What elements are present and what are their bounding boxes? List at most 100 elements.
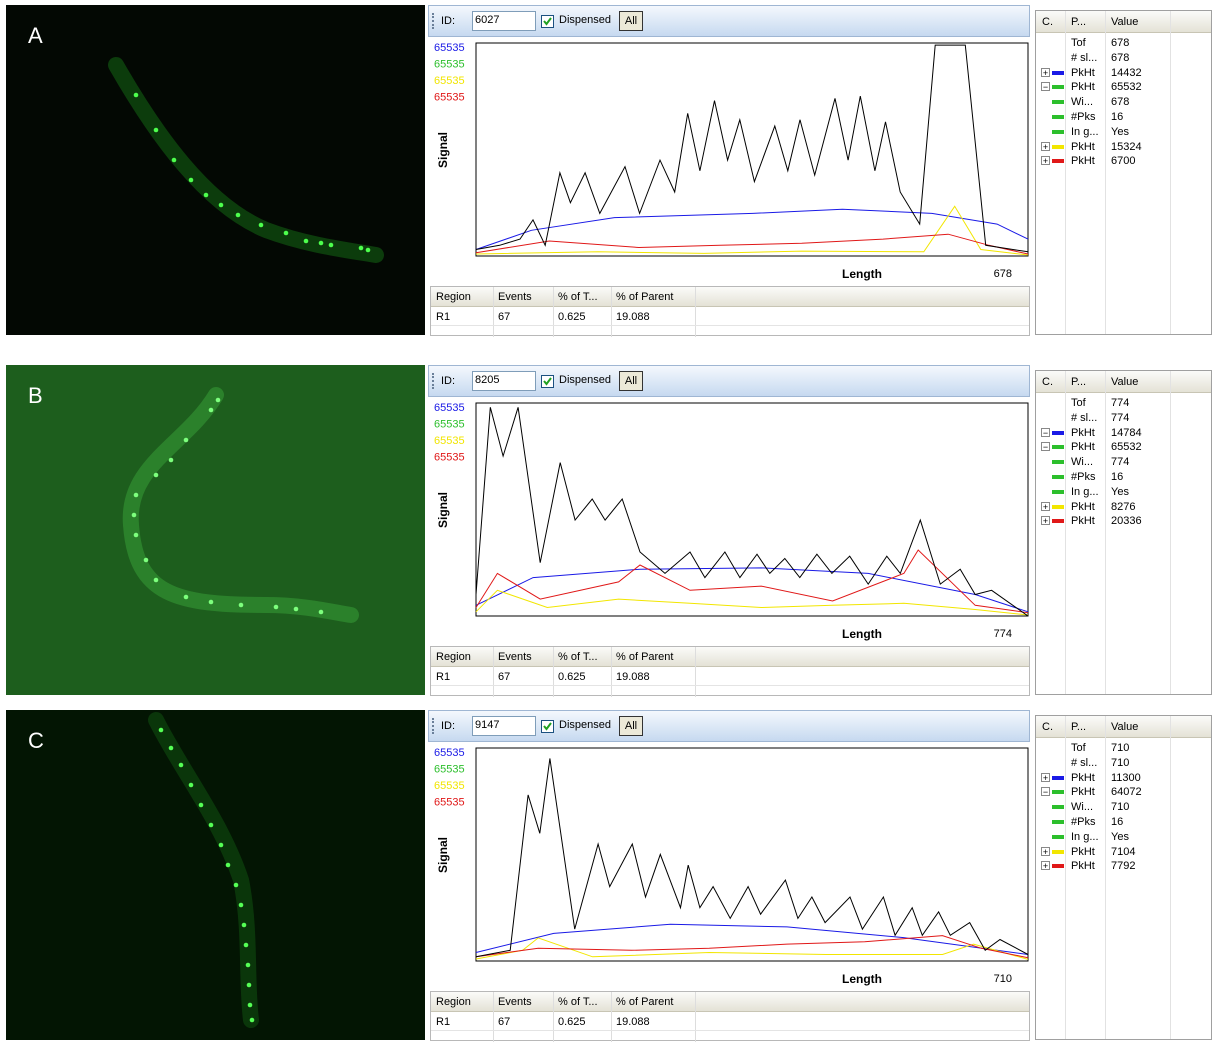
signal-trace — [475, 407, 1029, 617]
fluorescent-spot — [153, 577, 159, 583]
fluorescent-spot — [158, 727, 164, 733]
param-name: #Pks — [1071, 471, 1096, 483]
image-background — [6, 710, 425, 1040]
fluorescent-spot — [233, 882, 239, 888]
expander[interactable]: + — [1041, 772, 1050, 783]
expander[interactable]: − — [1041, 427, 1050, 438]
all-button[interactable]: All — [619, 716, 643, 736]
fluorescent-spot — [153, 472, 159, 478]
micrograph: A — [6, 5, 425, 335]
param-name: PkHt — [1071, 515, 1095, 528]
param-name: Wi... — [1071, 801, 1093, 814]
param-value: 710 — [1111, 742, 1130, 754]
param-name: Wi... — [1071, 96, 1093, 109]
column-header: C. — [1042, 16, 1053, 28]
fluorescent-spot — [171, 157, 177, 163]
toolbar: ID: 8205 Dispensed All — [428, 365, 1030, 397]
fluorescent-spot — [208, 407, 214, 413]
expander[interactable]: + — [1041, 846, 1050, 857]
fluorescent-spot — [188, 782, 194, 788]
expander[interactable]: + — [1041, 156, 1050, 167]
fluorescent-spot — [183, 594, 189, 600]
channel-swatch — [1052, 115, 1064, 119]
plot-area — [475, 402, 1029, 617]
signal-chart: 65535 65535 65535 65535 Signal Length 678 — [434, 42, 1029, 281]
id-label: ID: — [441, 720, 456, 732]
expander[interactable]: + — [1041, 501, 1050, 512]
checkbox-label: Dispensed — [559, 719, 611, 731]
param-value: 7792 — [1111, 860, 1136, 873]
legend-entry: 65535 — [434, 780, 465, 792]
id-input[interactable]: 6027 — [472, 11, 536, 31]
row-divider — [431, 325, 1029, 326]
column-header: Events — [498, 651, 532, 663]
table-cell: 67 — [498, 1016, 511, 1028]
dispensed-checkbox[interactable] — [541, 720, 554, 733]
signal-trace — [475, 758, 1029, 958]
dispensed-checkbox[interactable] — [541, 375, 554, 388]
fluorescent-spot — [358, 245, 364, 251]
param-value: 65532 — [1111, 441, 1142, 454]
expander[interactable]: − — [1041, 82, 1050, 93]
legend-entry: 65535 — [434, 747, 465, 759]
check-mark — [543, 17, 552, 26]
expander[interactable]: + — [1041, 861, 1050, 872]
id-input[interactable]: 8205 — [472, 371, 536, 391]
panel-label: A — [28, 23, 43, 48]
channel-swatch — [1052, 475, 1064, 479]
channel-swatch — [1052, 445, 1064, 450]
column-divider — [493, 992, 494, 1042]
fluorescent-spot — [328, 242, 334, 248]
param-value: 678 — [1111, 51, 1130, 64]
legend-entry: 65535 — [434, 419, 465, 431]
param-name: PkHt — [1071, 155, 1095, 168]
column-header: % of T... — [558, 996, 598, 1008]
all-button[interactable]: All — [619, 371, 643, 391]
micrograph: B — [6, 365, 425, 695]
legend-entry: 65535 — [434, 59, 465, 71]
expander[interactable]: − — [1041, 442, 1050, 453]
param-name: #Pks — [1071, 111, 1096, 123]
fluorescent-spot — [203, 192, 209, 198]
column-divider — [553, 287, 554, 337]
column-divider — [553, 992, 554, 1042]
expander[interactable]: + — [1041, 67, 1050, 78]
table-cell: 0.625 — [558, 311, 586, 323]
param-header-row — [1036, 371, 1211, 393]
channel-swatch — [1052, 790, 1064, 795]
channel-swatch — [1052, 834, 1064, 839]
column-header: C. — [1042, 721, 1053, 733]
param-value: Yes — [1111, 125, 1129, 138]
expander[interactable]: − — [1041, 787, 1050, 798]
signal-trace — [475, 923, 1029, 955]
fluorescent-spot — [153, 127, 159, 133]
fluorescent-spot — [249, 1017, 255, 1023]
y-axis-label: Signal — [436, 132, 450, 168]
worm-body — [108, 57, 384, 263]
fluorescent-spot — [168, 457, 174, 463]
legend-entry: 65535 — [434, 452, 465, 464]
table-cell: 19.088 — [616, 1016, 650, 1028]
y-axis-label: Signal — [436, 492, 450, 528]
expander[interactable]: + — [1041, 141, 1050, 152]
param-value: 774 — [1111, 411, 1130, 424]
fluorescent-spot — [225, 862, 231, 868]
param-name: PkHt — [1071, 500, 1095, 513]
grip — [432, 373, 434, 389]
column-header: % of Parent — [616, 291, 674, 303]
id-input[interactable]: 9147 — [472, 716, 536, 736]
channel-swatch — [1052, 85, 1064, 90]
channel-swatch — [1052, 489, 1064, 494]
param-name: In g... — [1071, 830, 1099, 843]
signal-trace — [475, 44, 1029, 253]
channel-swatch — [1052, 100, 1064, 105]
param-name: In g... — [1071, 125, 1099, 138]
panel-label: C — [28, 728, 44, 753]
parameter-table: C. P... Value Tof 774 # sl... 774 − PkHt 14784 − Pk… — [1035, 370, 1212, 695]
all-button[interactable]: All — [619, 11, 643, 31]
expander[interactable]: + — [1041, 516, 1050, 527]
dispensed-checkbox[interactable] — [541, 15, 554, 28]
panel-label: B — [28, 383, 43, 408]
param-name: Tof — [1071, 37, 1086, 49]
